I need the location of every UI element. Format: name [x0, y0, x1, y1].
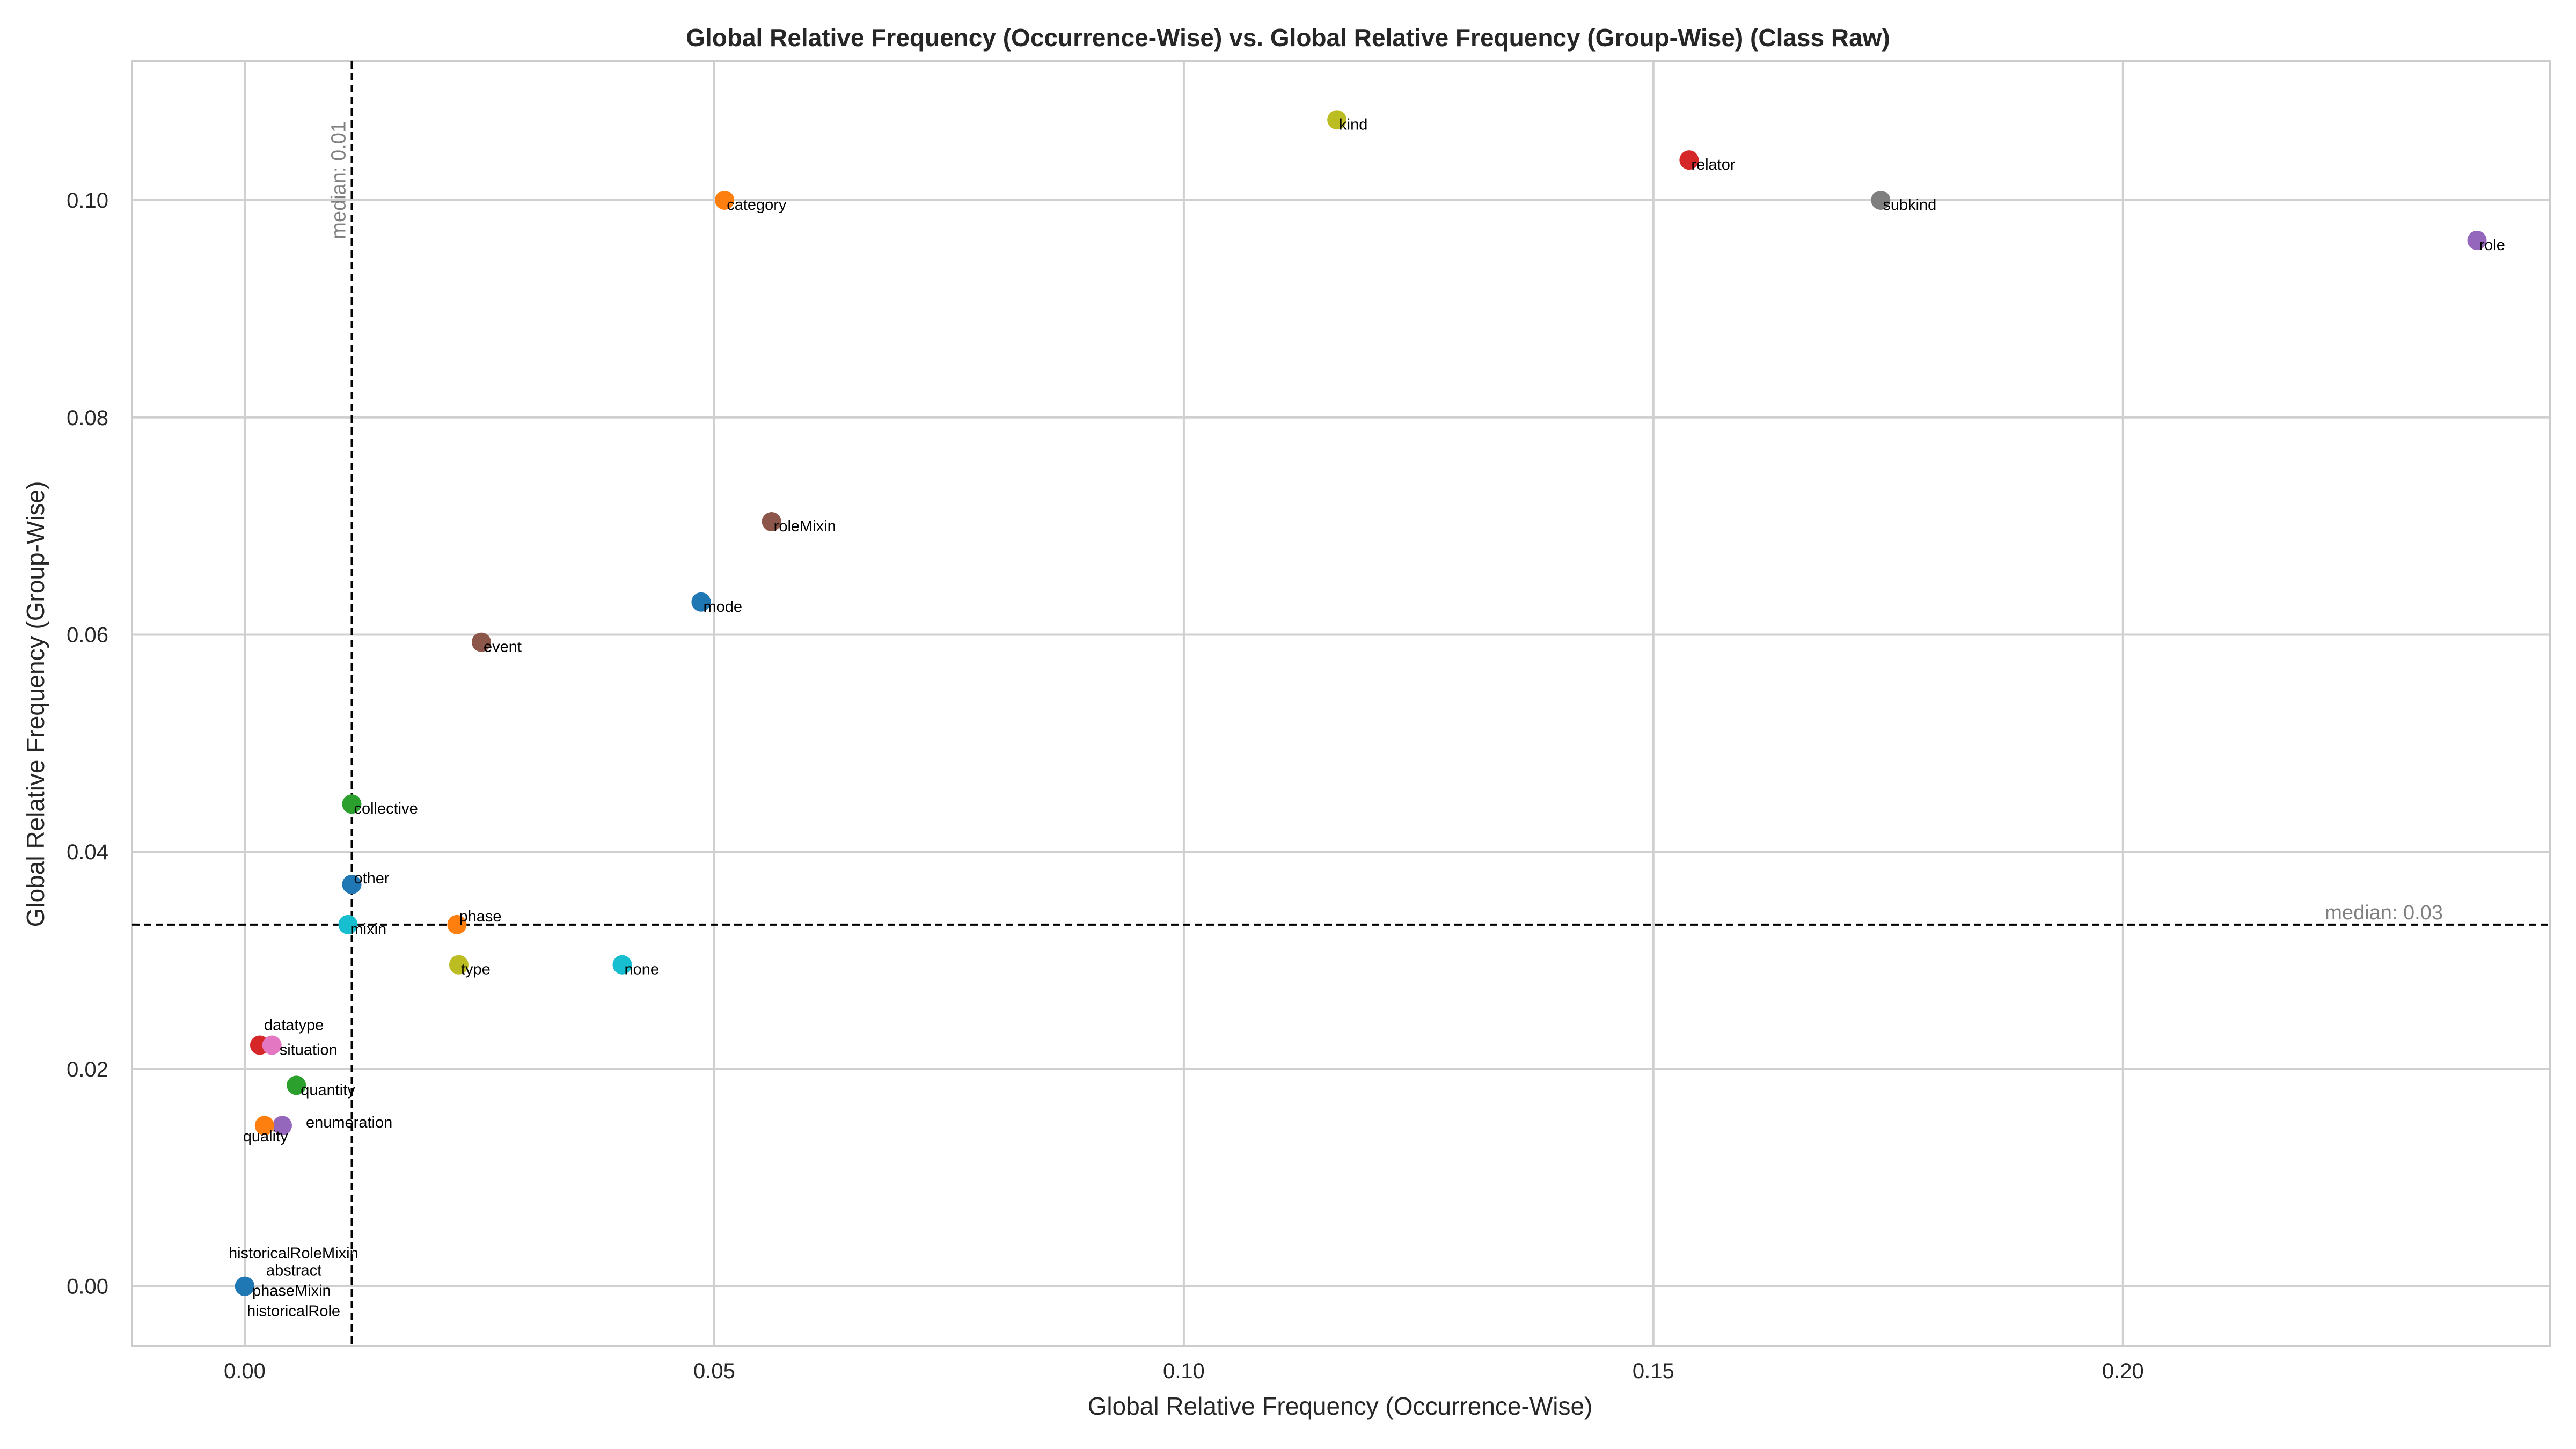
- y-tick-label: 0.08: [67, 406, 108, 430]
- point-label: category: [727, 196, 787, 214]
- point-label: none: [624, 961, 659, 978]
- data-point: [262, 1035, 282, 1055]
- data-point: [691, 592, 711, 612]
- data-point: [342, 794, 362, 814]
- point-label: collective: [354, 800, 418, 817]
- y-tick-label: 0.00: [67, 1275, 108, 1299]
- data-point: [471, 632, 491, 652]
- point-label: kind: [1339, 116, 1367, 133]
- data-point: [447, 914, 467, 934]
- data-point: [342, 874, 362, 894]
- point-labels: kind relator category subkind role roleMixin m…: [229, 116, 2505, 1320]
- point-label: type: [461, 961, 491, 978]
- median-x-label: median: 0.01: [327, 121, 350, 239]
- point-label: roleMixin: [774, 518, 836, 535]
- data-point: [762, 512, 781, 532]
- data-point: [338, 914, 358, 934]
- point-label: phaseMixin: [252, 1283, 331, 1300]
- data-point: [612, 955, 632, 975]
- median-y-label: median: 0.03: [2325, 902, 2443, 924]
- point-label: abstract: [266, 1262, 321, 1279]
- point-label: enumeration: [306, 1114, 392, 1131]
- chart-title: Global Relative Frequency (Occurrence-Wi…: [686, 24, 1890, 52]
- data-point: [235, 1276, 254, 1296]
- point-label: phase: [459, 908, 501, 925]
- data-point: [2467, 230, 2487, 250]
- data-point: [287, 1075, 306, 1095]
- x-tick-label: 0.15: [1633, 1359, 1674, 1383]
- x-tick-label: 0.00: [224, 1359, 266, 1383]
- plot-frame: [131, 60, 2551, 1347]
- data-point: [1679, 150, 1699, 170]
- point-label: subkind: [1883, 196, 1936, 214]
- data-point: [272, 1116, 292, 1136]
- data-point: [1871, 191, 1891, 210]
- point-label: other: [354, 870, 389, 887]
- y-axis-label: Global Relative Frequency (Group-Wise): [21, 481, 49, 927]
- point-label: relator: [1691, 156, 1736, 173]
- tick-labels: 0.00 0.05 0.10 0.15 0.20 0.00 0.02 0.04 0.06 0.08…: [67, 189, 2144, 1383]
- point-label: quantity: [301, 1081, 355, 1099]
- y-tick-label: 0.02: [67, 1058, 108, 1081]
- point-label: event: [484, 639, 522, 656]
- x-tick-label: 0.20: [2102, 1359, 2144, 1383]
- x-axis-label: Global Relative Frequency (Occurrence-Wi…: [1088, 1392, 1593, 1420]
- point-label: datatype: [264, 1016, 324, 1034]
- point-label: mixin: [350, 921, 386, 938]
- point-label: quality: [243, 1128, 288, 1145]
- point-label: historicalRole: [247, 1303, 340, 1320]
- y-tick-label: 0.06: [67, 623, 108, 647]
- x-tick-label: 0.10: [1163, 1359, 1205, 1383]
- y-tick-label: 0.10: [67, 189, 108, 213]
- data-points: [235, 110, 2487, 1296]
- median-lines: median: 0.01 median: 0.03: [132, 61, 2550, 1346]
- data-point: [449, 955, 469, 975]
- x-tick-label: 0.05: [693, 1359, 735, 1383]
- point-label: role: [2479, 237, 2505, 254]
- point-label: situation: [280, 1041, 338, 1058]
- y-tick-label: 0.04: [67, 840, 108, 864]
- point-label: mode: [703, 598, 742, 616]
- point-label: historicalRoleMixin: [229, 1245, 358, 1262]
- data-point: [715, 191, 735, 210]
- data-point: [1327, 110, 1347, 130]
- grid-lines: [132, 61, 2550, 1346]
- data-point: [254, 1116, 274, 1136]
